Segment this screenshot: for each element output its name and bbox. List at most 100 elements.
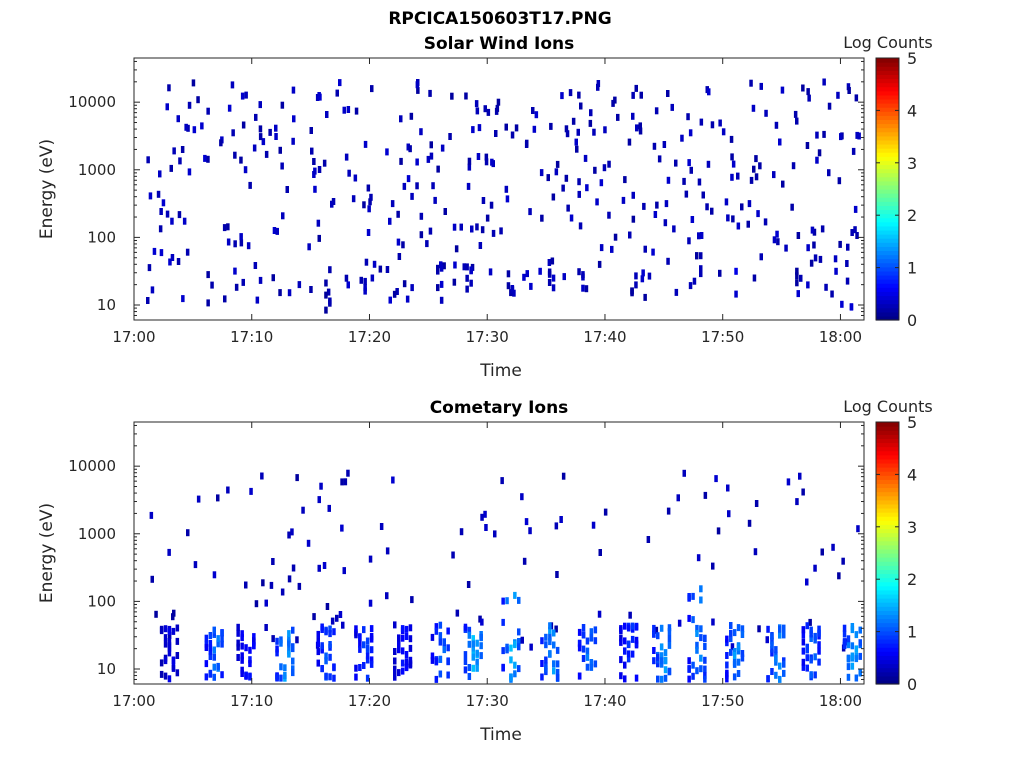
count-cell [328,641,332,648]
count-cell [827,102,832,110]
count-cell [740,631,745,638]
count-cell [475,664,479,672]
count-cell [393,648,397,655]
count-cell [483,105,487,113]
colorbar-frame [875,57,900,321]
count-cell [552,660,556,668]
count-cell [581,271,585,279]
count-cell [347,169,351,177]
colorbar-step [876,565,899,570]
colorbar-step [876,274,899,280]
colorbar-step [876,82,899,88]
colorbar-step [876,217,899,223]
colorbar-step [876,516,899,521]
colorbar-step [876,507,899,513]
colorbar-step [876,291,899,297]
count-cell [291,657,295,665]
count-cell [796,232,801,239]
count-cell [770,633,774,641]
count-cell [369,193,373,201]
count-cell [705,203,709,211]
count-cell [798,472,802,480]
count-cell [287,650,291,658]
count-cell [581,631,586,639]
count-cell [481,197,486,204]
count-cell [540,637,544,645]
count-cell [577,644,582,652]
count-cell [475,639,479,647]
count-cell [525,270,529,278]
count-cell [838,240,842,248]
count-cell [484,153,489,161]
count-cell [654,626,659,634]
count-cell [438,621,443,629]
count-cell [505,646,509,654]
count-cell [635,124,639,132]
count-cell [554,522,559,530]
colorbar-step [876,234,899,239]
x-tick-label: 17:50 [701,692,744,710]
count-cell [697,178,702,186]
colorbar-step [876,475,899,480]
count-cell [480,226,485,234]
count-cell [577,639,582,647]
y-tick-label: 100 [87,592,116,610]
count-cell [400,659,405,667]
count-cell [831,543,835,551]
count-cell [212,646,216,654]
count-cell [419,231,424,239]
count-cell [548,633,552,641]
count-cell [429,152,434,160]
count-cell [291,626,295,634]
count-cell [212,653,216,661]
count-cell [699,270,703,278]
count-cell [291,665,295,673]
count-cell [765,636,769,644]
count-cell [459,528,464,536]
count-cell [564,125,569,133]
count-cell [854,94,859,102]
count-cell [146,297,150,304]
count-cell [662,141,667,148]
count-cell [663,666,668,674]
count-cell [464,92,468,100]
count-cell [261,138,266,146]
count-cell [400,667,405,675]
count-cell [858,652,862,660]
count-cell [146,156,150,164]
count-cell [233,240,237,248]
count-cell [525,139,529,147]
count-cell [163,640,168,648]
count-cell [736,624,741,632]
count-cell [631,91,635,99]
count-cell [274,133,278,140]
count-cell [489,201,494,209]
count-cell [439,280,444,288]
count-cell [725,675,729,683]
count-cell [208,632,213,639]
count-cell [244,91,248,99]
count-cell [208,639,213,647]
count-cell [697,232,701,240]
count-cell [438,655,443,663]
colorbar-step [876,103,899,108]
colorbar-step [876,315,899,321]
count-cell [628,231,632,239]
count-cell [240,670,244,677]
colorbar-step [876,143,899,149]
colorbar-step [876,671,899,677]
count-cell [171,613,175,621]
count-cell [369,656,374,664]
count-cell [366,184,371,192]
count-cell [837,177,842,185]
count-cell [707,88,711,96]
count-cell [493,530,497,538]
count-cell [332,663,336,671]
x-tick-label: 17:50 [701,328,744,346]
count-cell [328,297,332,305]
count-cell [806,244,810,252]
count-cell [631,112,635,120]
count-cell [850,662,855,670]
count-cell [404,625,409,633]
count-cell [230,81,235,89]
